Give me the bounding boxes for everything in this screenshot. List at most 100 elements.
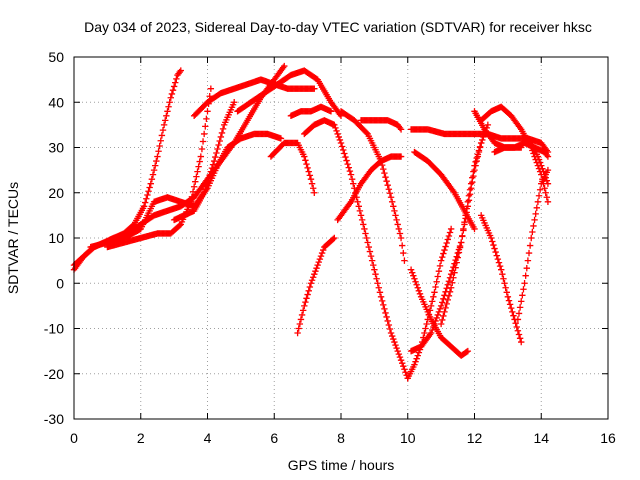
data-point (364, 239, 371, 246)
data-point (382, 309, 389, 317)
data-point (530, 222, 537, 230)
data-point (297, 316, 305, 323)
data-point (210, 157, 218, 165)
data-point (311, 189, 318, 196)
y-tick-label: -30 (44, 411, 64, 427)
data-point (361, 225, 368, 233)
data-point (303, 160, 310, 168)
data-point (479, 136, 486, 144)
data-point (397, 153, 405, 160)
chart-title: Day 034 of 2023, Sidereal Day-to-day VTE… (84, 19, 592, 35)
data-point (471, 162, 478, 169)
data-point (305, 168, 312, 175)
data-point (463, 205, 470, 212)
data-point (200, 189, 208, 196)
data-point (299, 307, 307, 314)
data-point (494, 255, 502, 263)
data-point (302, 298, 309, 306)
data-point (394, 347, 401, 355)
data-point (392, 212, 399, 219)
data-point (445, 278, 453, 285)
data-point (307, 175, 315, 183)
data-point (491, 245, 498, 252)
data-point (144, 191, 151, 199)
data-point (166, 99, 173, 106)
data-point (197, 153, 205, 160)
data-point (411, 361, 418, 368)
data-point (542, 174, 549, 181)
data-point (315, 258, 322, 266)
data-point (311, 85, 318, 92)
data-point (377, 293, 385, 301)
data-point (440, 312, 447, 320)
x-axis-label: GPS time / hours (288, 457, 395, 473)
data-point (387, 329, 395, 337)
data-point (316, 255, 324, 263)
data-point (540, 168, 547, 175)
data-point (327, 108, 335, 115)
data-point (393, 344, 400, 352)
data-point (388, 198, 396, 205)
data-point (493, 252, 500, 259)
data-point (501, 280, 508, 287)
data-point (462, 212, 469, 219)
axis-ticks: 0 2 4 6 8 10 12 14 16 -30 -20 -10 0 10 20 30 40 50 (44, 49, 616, 446)
data-point (421, 329, 428, 337)
data-point (543, 194, 551, 201)
data-point (147, 180, 154, 187)
data-point (388, 332, 396, 340)
data-point (375, 284, 383, 291)
data-point (441, 308, 448, 316)
data-point (447, 284, 455, 291)
data-point (348, 175, 356, 183)
data-point (194, 168, 201, 175)
x-tick-label: 4 (204, 430, 212, 446)
series-arc-25 (514, 166, 552, 323)
data-point (434, 311, 441, 319)
x-tick-label: 10 (400, 430, 416, 446)
data-point (442, 304, 449, 312)
data-point (331, 234, 338, 242)
data-point (445, 232, 453, 240)
data-point (213, 149, 220, 157)
data-point (400, 249, 407, 257)
data-point (156, 142, 163, 150)
data-point (332, 124, 339, 132)
data-point (378, 297, 386, 305)
data-point (158, 132, 166, 139)
data-points (70, 62, 552, 382)
data-point (149, 171, 157, 178)
data-point (534, 198, 542, 205)
data-point (385, 186, 393, 193)
data-point (393, 216, 400, 224)
data-point (301, 302, 308, 310)
data-point (208, 164, 216, 172)
series-arc-10 (294, 234, 338, 337)
data-point (450, 274, 457, 281)
data-point (173, 75, 180, 83)
data-point (454, 254, 462, 261)
data-point (452, 264, 459, 271)
data-point (189, 188, 197, 195)
data-point (202, 123, 209, 130)
data-point (401, 366, 408, 373)
data-point (154, 153, 161, 160)
y-tick-label: 30 (48, 140, 64, 156)
data-point (496, 262, 504, 270)
data-point (295, 325, 302, 332)
data-point (467, 180, 475, 187)
series-arc-6 (170, 99, 238, 224)
data-point (518, 298, 525, 305)
data-point (476, 143, 484, 150)
data-point (475, 147, 483, 154)
data-point (190, 183, 198, 190)
data-point (381, 169, 388, 177)
x-tick-label: 12 (467, 430, 483, 446)
data-point (414, 284, 421, 291)
data-point (338, 143, 346, 150)
data-point (371, 266, 378, 273)
data-point (470, 168, 477, 175)
data-point (532, 210, 539, 218)
data-point (362, 230, 369, 237)
data-point (277, 135, 285, 142)
